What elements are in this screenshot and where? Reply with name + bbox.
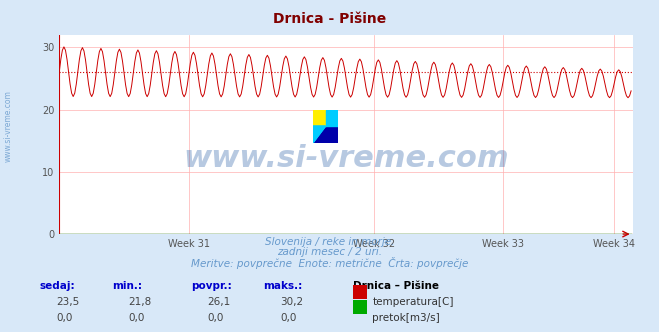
Bar [313, 110, 326, 126]
Text: pretok[m3/s]: pretok[m3/s] [372, 313, 440, 323]
Bar [326, 110, 338, 126]
Text: 30,2: 30,2 [280, 297, 303, 307]
Text: min.:: min.: [112, 281, 142, 290]
Polygon shape [313, 126, 326, 143]
Text: Drnica - Pišine: Drnica - Pišine [273, 12, 386, 26]
Text: 23,5: 23,5 [56, 297, 79, 307]
Text: 0,0: 0,0 [129, 313, 145, 323]
Text: Slovenija / reke in morje.: Slovenija / reke in morje. [265, 237, 394, 247]
Text: 21,8: 21,8 [129, 297, 152, 307]
Text: www.si-vreme.com: www.si-vreme.com [4, 90, 13, 162]
Text: temperatura[C]: temperatura[C] [372, 297, 454, 307]
Text: maks.:: maks.: [264, 281, 303, 290]
Text: Meritve: povprečne  Enote: metrične  Črta: povprečje: Meritve: povprečne Enote: metrične Črta:… [191, 257, 468, 269]
Text: 26,1: 26,1 [208, 297, 231, 307]
Text: 0,0: 0,0 [208, 313, 224, 323]
Text: sedaj:: sedaj: [40, 281, 75, 290]
Text: povpr.:: povpr.: [191, 281, 232, 290]
Text: 0,0: 0,0 [280, 313, 297, 323]
Text: Drnica – Pišine: Drnica – Pišine [353, 281, 439, 290]
Text: zadnji mesec / 2 uri.: zadnji mesec / 2 uri. [277, 247, 382, 257]
Text: 0,0: 0,0 [56, 313, 72, 323]
Bar [313, 126, 338, 143]
Text: www.si-vreme.com: www.si-vreme.com [183, 144, 509, 173]
Polygon shape [313, 126, 326, 143]
